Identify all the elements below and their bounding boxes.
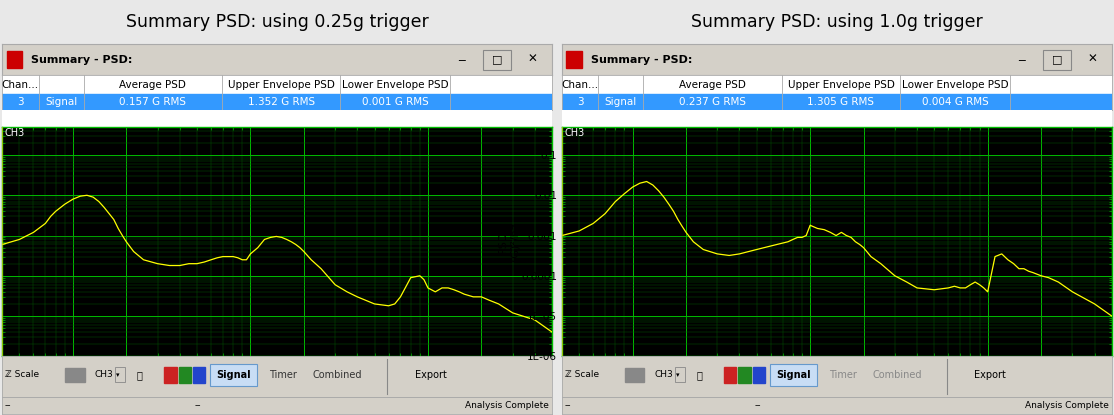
Bar	[193, 367, 205, 383]
Text: --: --	[754, 401, 761, 410]
Text: Lower Envelope PSD: Lower Envelope PSD	[342, 80, 449, 90]
Text: CH3: CH3	[95, 370, 114, 379]
Text: 3: 3	[17, 97, 23, 107]
Text: Chan...: Chan...	[561, 80, 598, 90]
Bar	[566, 51, 582, 68]
Text: ✕: ✕	[1087, 53, 1097, 66]
Bar	[739, 367, 751, 383]
Bar	[7, 51, 22, 68]
FancyBboxPatch shape	[211, 364, 257, 386]
Text: Summary - PSD:: Summary - PSD:	[590, 55, 692, 65]
Text: Analysis Complete: Analysis Complete	[1025, 401, 1110, 410]
FancyBboxPatch shape	[1043, 50, 1071, 70]
Bar	[66, 368, 85, 382]
Text: CH3: CH3	[565, 128, 585, 138]
Text: CH3: CH3	[4, 128, 26, 138]
Text: 3: 3	[577, 97, 584, 107]
Text: ─: ─	[458, 55, 465, 65]
Text: 🔍: 🔍	[137, 370, 143, 380]
Bar	[625, 368, 644, 382]
X-axis label: Frequency (Hz): Frequency (Hz)	[233, 374, 322, 387]
Text: ℤ Scale: ℤ Scale	[4, 370, 39, 379]
Text: ▾: ▾	[116, 372, 119, 378]
FancyBboxPatch shape	[770, 364, 817, 386]
Text: □: □	[1052, 55, 1062, 65]
Text: Export: Export	[975, 370, 1006, 380]
Text: 🔍: 🔍	[696, 370, 703, 380]
Text: Average PSD: Average PSD	[119, 80, 186, 90]
Text: Chan...: Chan...	[2, 80, 39, 90]
Text: Summary PSD: using 1.0g trigger: Summary PSD: using 1.0g trigger	[691, 13, 983, 31]
Bar	[561, 93, 1112, 110]
Text: ✕: ✕	[528, 53, 538, 66]
Text: □: □	[491, 55, 502, 65]
Bar	[753, 367, 765, 383]
Bar	[178, 367, 190, 383]
Text: Combined: Combined	[872, 370, 922, 380]
Text: Signal: Signal	[775, 370, 811, 380]
Text: --: --	[565, 401, 571, 410]
Text: Timer: Timer	[829, 370, 857, 380]
FancyBboxPatch shape	[483, 50, 511, 70]
Text: Lower Envelope PSD: Lower Envelope PSD	[901, 80, 1008, 90]
Text: Signal: Signal	[605, 97, 637, 107]
Text: --: --	[195, 401, 202, 410]
Text: 1.352 G RMS: 1.352 G RMS	[247, 97, 315, 107]
Text: Upper Envelope PSD: Upper Envelope PSD	[228, 80, 334, 90]
Bar	[115, 367, 125, 382]
Text: 0.004 G RMS: 0.004 G RMS	[921, 97, 988, 107]
Text: 0.237 G RMS: 0.237 G RMS	[680, 97, 746, 107]
Text: Combined: Combined	[313, 370, 362, 380]
Text: Signal: Signal	[45, 97, 77, 107]
Text: ▾: ▾	[676, 372, 680, 378]
Text: ─: ─	[1018, 55, 1025, 65]
Text: Upper Envelope PSD: Upper Envelope PSD	[788, 80, 895, 90]
Text: Timer: Timer	[268, 370, 296, 380]
X-axis label: Frequency (Hz): Frequency (Hz)	[792, 374, 881, 387]
Text: Export: Export	[414, 370, 447, 380]
Text: 0.157 G RMS: 0.157 G RMS	[119, 97, 186, 107]
Text: 0.001 G RMS: 0.001 G RMS	[362, 97, 429, 107]
Bar	[165, 367, 176, 383]
Text: Analysis Complete: Analysis Complete	[466, 401, 549, 410]
Bar	[675, 367, 685, 382]
Text: Summary - PSD:: Summary - PSD:	[31, 55, 133, 65]
Text: Summary PSD: using 0.25g trigger: Summary PSD: using 0.25g trigger	[126, 13, 429, 31]
Text: Signal: Signal	[216, 370, 251, 380]
Bar	[724, 367, 736, 383]
Text: --: --	[4, 401, 11, 410]
Bar	[2, 93, 553, 110]
Text: ℤ Scale: ℤ Scale	[565, 370, 599, 379]
Text: Average PSD: Average PSD	[680, 80, 746, 90]
Text: CH3: CH3	[654, 370, 673, 379]
Text: 1.305 G RMS: 1.305 G RMS	[808, 97, 874, 107]
Y-axis label: PSD
(G)²/hz: PSD (G)²/hz	[498, 222, 520, 261]
